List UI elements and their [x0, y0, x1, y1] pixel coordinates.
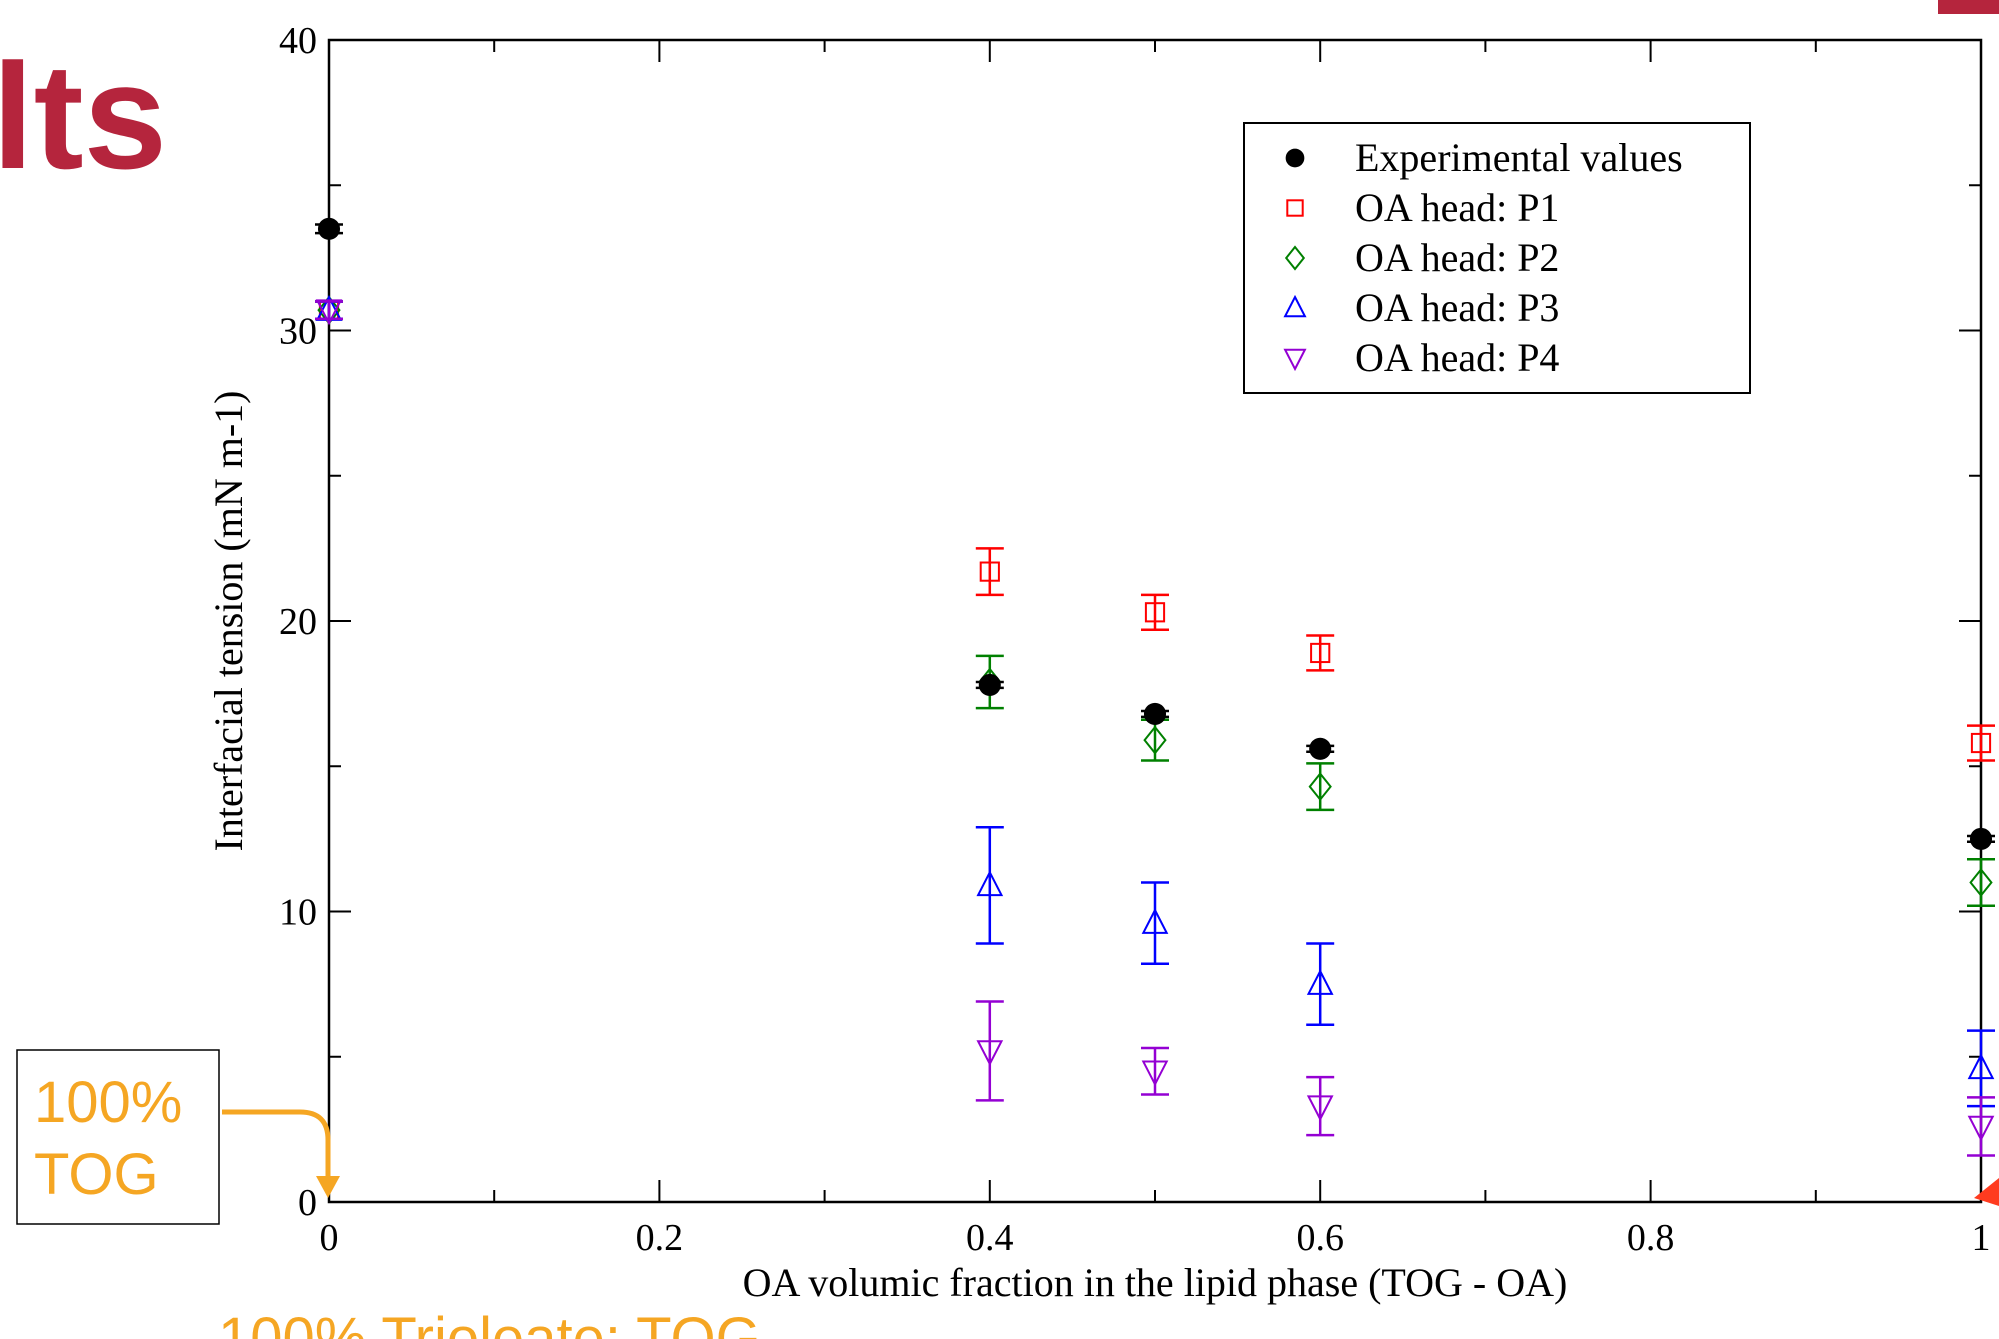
bottom-caption: 100% Trioleate: TOG: [218, 1306, 761, 1339]
y-tick-label: 30: [279, 311, 317, 353]
callout-line-1: 100%: [34, 1070, 182, 1135]
callout: 100% TOG: [16, 1049, 340, 1225]
data-point: [1306, 968, 1334, 995]
x-tick-label: 1: [1972, 1217, 1991, 1259]
x-tick-label: 0.4: [966, 1217, 1014, 1259]
data-point: [1143, 702, 1167, 726]
data-point: [1969, 867, 1993, 898]
data-point: [1144, 602, 1166, 623]
corner-accent: [1938, 0, 1999, 14]
legend-box: [1243, 122, 1751, 394]
data-point: [317, 217, 341, 240]
legend-label: OA head: P3: [1355, 285, 1559, 330]
legend-label: OA head: P2: [1355, 235, 1559, 280]
right-edge-marker: [1974, 1178, 1999, 1206]
x-tick-label: 0: [320, 1217, 339, 1259]
x-tick-label: 0.2: [636, 1217, 684, 1259]
data-point: [1969, 827, 1993, 850]
data-point: [1970, 732, 1992, 754]
data-point: [1310, 642, 1331, 664]
legend-label: OA head: P4: [1355, 335, 1559, 380]
axis-ticks: [328, 39, 1982, 1203]
data-point: [1141, 907, 1169, 934]
data-point: [1967, 1115, 1995, 1142]
callout-line-2: TOG: [34, 1142, 159, 1207]
legend-marker: [1283, 348, 1307, 372]
data-point: [1308, 771, 1332, 802]
data-point: [1967, 1053, 1995, 1080]
series-3: [315, 294, 1995, 1108]
legend-marker: [1285, 148, 1305, 168]
y-tick-label: 20: [279, 601, 317, 643]
legend-items: Experimental values OA head: P1 OA head: P…: [1283, 135, 1683, 380]
data-point: [976, 1040, 1004, 1067]
data-point: [1141, 1060, 1169, 1087]
y-tick-label: 40: [279, 20, 317, 62]
callout-arrow-head: [316, 1176, 340, 1198]
slide-title-fragment: lts: [0, 32, 167, 200]
y-tick-label: 0: [298, 1182, 317, 1224]
legend-marker: [1283, 294, 1307, 318]
y-tick-label: 10: [279, 892, 317, 934]
y-axis-label: Interfacial tension (mN m-1): [206, 391, 251, 852]
callout-arrow-line: [222, 1109, 331, 1178]
data-point: [1306, 1095, 1334, 1122]
data-point: [979, 561, 1000, 582]
callout-box: [16, 1049, 220, 1225]
data-point: [1143, 725, 1167, 755]
series-0: [315, 217, 1995, 850]
data-point: [315, 299, 343, 326]
x-tick-label: 0.8: [1627, 1217, 1675, 1259]
data-point: [1309, 737, 1332, 760]
series-4: [315, 299, 1995, 1157]
x-axis-label: OA volumic fraction in the lipid phase (…: [743, 1260, 1568, 1305]
x-tick-label: 0.6: [1296, 1217, 1344, 1259]
series-layer: [315, 217, 1995, 1157]
legend-label: Experimental values: [1355, 135, 1683, 180]
legend-marker: [1284, 245, 1306, 271]
data-point: [976, 870, 1004, 897]
legend-label: OA head: P1: [1355, 185, 1559, 230]
data-point: [978, 673, 1001, 696]
legend-marker: [1286, 199, 1304, 217]
legend: Experimental values OA head: P1 OA head: P…: [1243, 122, 1751, 394]
